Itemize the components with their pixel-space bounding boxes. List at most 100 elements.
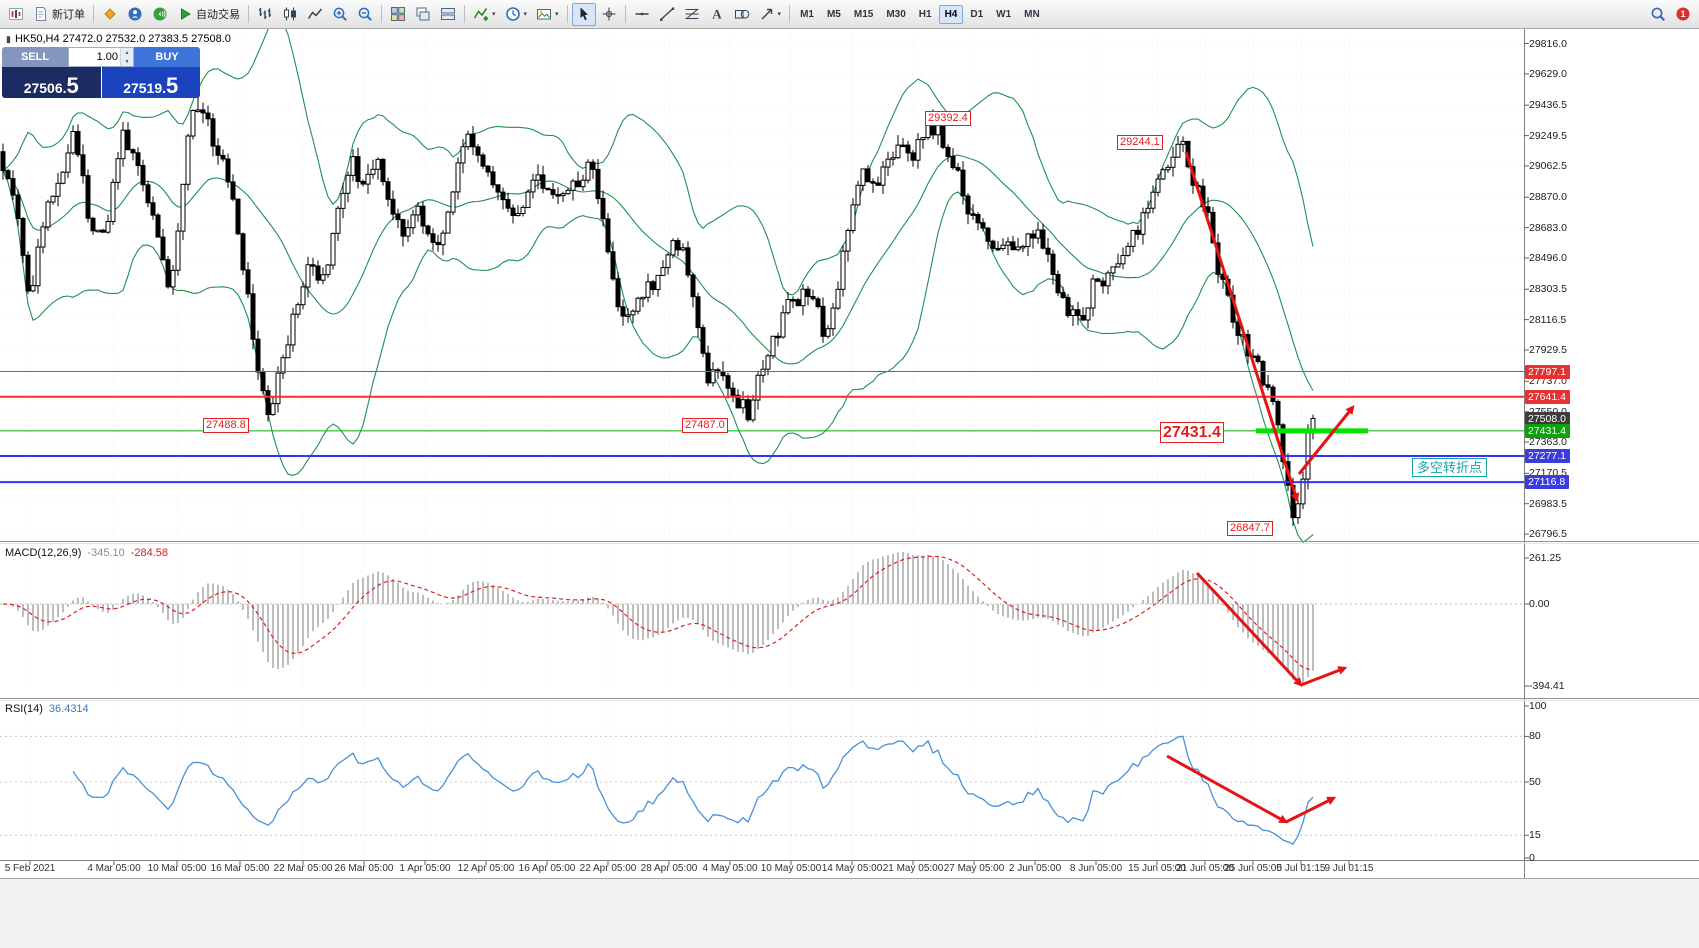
volume-input[interactable] [69,48,120,66]
price-axis-area[interactable] [1524,29,1699,878]
buy-button[interactable]: BUY [134,47,200,67]
trend-arrows[interactable] [1166,151,1355,824]
macd-panel [0,552,1524,684]
bar-chart-type-button[interactable] [253,3,277,26]
sell-price-main: 27506. [23,80,67,96]
new-chart-icon [9,8,23,20]
toolbar-separator [566,5,568,23]
sound-icon [153,7,167,21]
toolbar-separator [624,5,626,23]
shapes-tool-button[interactable] [730,3,754,26]
arrows-tool-button[interactable]: ▾ [755,3,786,26]
rsi-name: RSI(14) [5,703,43,715]
timeframe-mn-button[interactable]: MN [1024,8,1040,20]
rsi-trend-arrow[interactable] [1166,754,1289,824]
zoomout-icon [358,7,372,21]
clock-icon [505,7,520,21]
toolbar-separator [464,5,465,23]
zoom-in-button[interactable] [328,3,352,26]
sell-price-pips: 5 [66,73,79,98]
diamond-icon [104,8,116,20]
toolbar-separator [381,5,382,23]
volume-decrease-button[interactable]: ▼ [121,57,133,66]
sell-button[interactable]: SELL [2,47,68,67]
buy-price-pips: 5 [166,73,179,98]
macd-trend-arrow[interactable] [1300,666,1348,687]
crosshair-icon [602,7,616,21]
profiles-button[interactable] [123,3,147,26]
redbadge-icon: 1 [1676,7,1690,21]
macd-name: MACD(12,26,9) [5,547,82,559]
hline-tool-button[interactable] [630,3,654,26]
top-toolbar: 新订单 自动交易 ▾ ▾ ▾ A ▾ M1 M5 M15 M30 H1 H4 D1 W1 MN 1 [0,0,1699,29]
cascade-icon [416,7,430,21]
periods-button[interactable]: ▾ [501,3,532,26]
alerts-button[interactable] [148,3,172,26]
timeframe-m1-button[interactable]: M1 [800,8,814,20]
bars-icon [259,8,271,19]
buy-price-main: 27519. [123,80,167,96]
fibo-icon [685,8,699,20]
rsi-panel [0,735,1524,846]
chart-trend-arrow[interactable] [1184,151,1300,503]
new-chart-button[interactable] [4,3,28,26]
volume-increase-button[interactable]: ▲ [121,48,133,57]
macd-main-value: -345.10 [87,547,125,559]
camera-icon [537,9,552,20]
chevron-down-icon: ▾ [523,11,528,18]
cursor-button[interactable] [571,2,596,26]
timeframe-d1-button[interactable]: D1 [970,8,984,20]
sell-price-button[interactable]: 27506. 5 [2,67,102,98]
chart-trend-arrow[interactable] [1297,405,1355,475]
buy-price-button[interactable]: 27519. 5 [101,67,200,98]
chevron-down-icon: ▾ [777,11,782,18]
indicators-button[interactable]: ▾ [469,3,500,26]
candle-chart-type-button[interactable] [278,3,302,26]
arrange-windows-button[interactable] [436,3,460,26]
chart-symbol-icon: ▮ [6,33,11,44]
mql-community-button[interactable] [98,3,122,26]
one-click-trading-panel: SELL ▲ ▼ BUY 27506.5 27519.5 [2,47,200,98]
notifications-button[interactable]: 1 [1671,3,1695,26]
rsi-header: RSI(14) 36.4314 [5,703,89,715]
zoom-out-button[interactable] [353,3,377,26]
autotrade-button[interactable]: 自动交易 [173,3,244,26]
fibonacci-tool-button[interactable] [680,3,704,26]
rsi-trend-arrow[interactable] [1285,796,1337,824]
toolbar-separator [93,5,94,23]
timeframe-w1-button[interactable]: W1 [996,8,1012,20]
candles-icon [284,7,296,21]
shapes-icon [734,9,749,19]
panel-borders [0,29,1699,879]
profiles-icon [128,7,142,21]
zoomin-icon [333,7,347,21]
text-tool-button[interactable]: A [705,3,729,26]
line-chart-type-button[interactable] [303,3,327,26]
new-order-button-label: 新订单 [52,9,85,21]
chevron-down-icon: ▾ [492,11,496,18]
search-icon [1651,7,1665,21]
trendline-tool-button[interactable] [655,3,679,26]
doc-icon [36,7,46,21]
cascade-windows-button[interactable] [411,3,435,26]
timeframe-m30-button[interactable]: M30 [886,8,906,20]
crosshair-button[interactable] [597,3,621,26]
candlesticks [0,85,1316,526]
timeframe-m15-button[interactable]: M15 [853,8,874,20]
tile-icon [391,7,405,21]
timeframe-h1-button[interactable]: H1 [918,8,932,20]
tile-windows-button[interactable] [386,3,410,26]
volume-box: ▲ ▼ [68,47,134,67]
macd-header: MACD(12,26,9) -345.10 -284.58 [5,547,168,559]
chart-plot-area[interactable] [0,29,1524,878]
text-icon: A [712,7,722,22]
timeframe-h4-button[interactable]: H4 [938,4,964,24]
macd-trend-arrow[interactable] [1195,571,1303,687]
bollinger-bands[interactable] [2,18,1314,543]
autotrade-button-label: 自动交易 [196,9,240,21]
linechart-icon [307,8,323,19]
snapshot-button[interactable]: ▾ [532,3,563,26]
timeframe-m5-button[interactable]: M5 [826,8,841,20]
search-button[interactable] [1646,3,1670,26]
new-order-button[interactable]: 新订单 [29,3,89,26]
